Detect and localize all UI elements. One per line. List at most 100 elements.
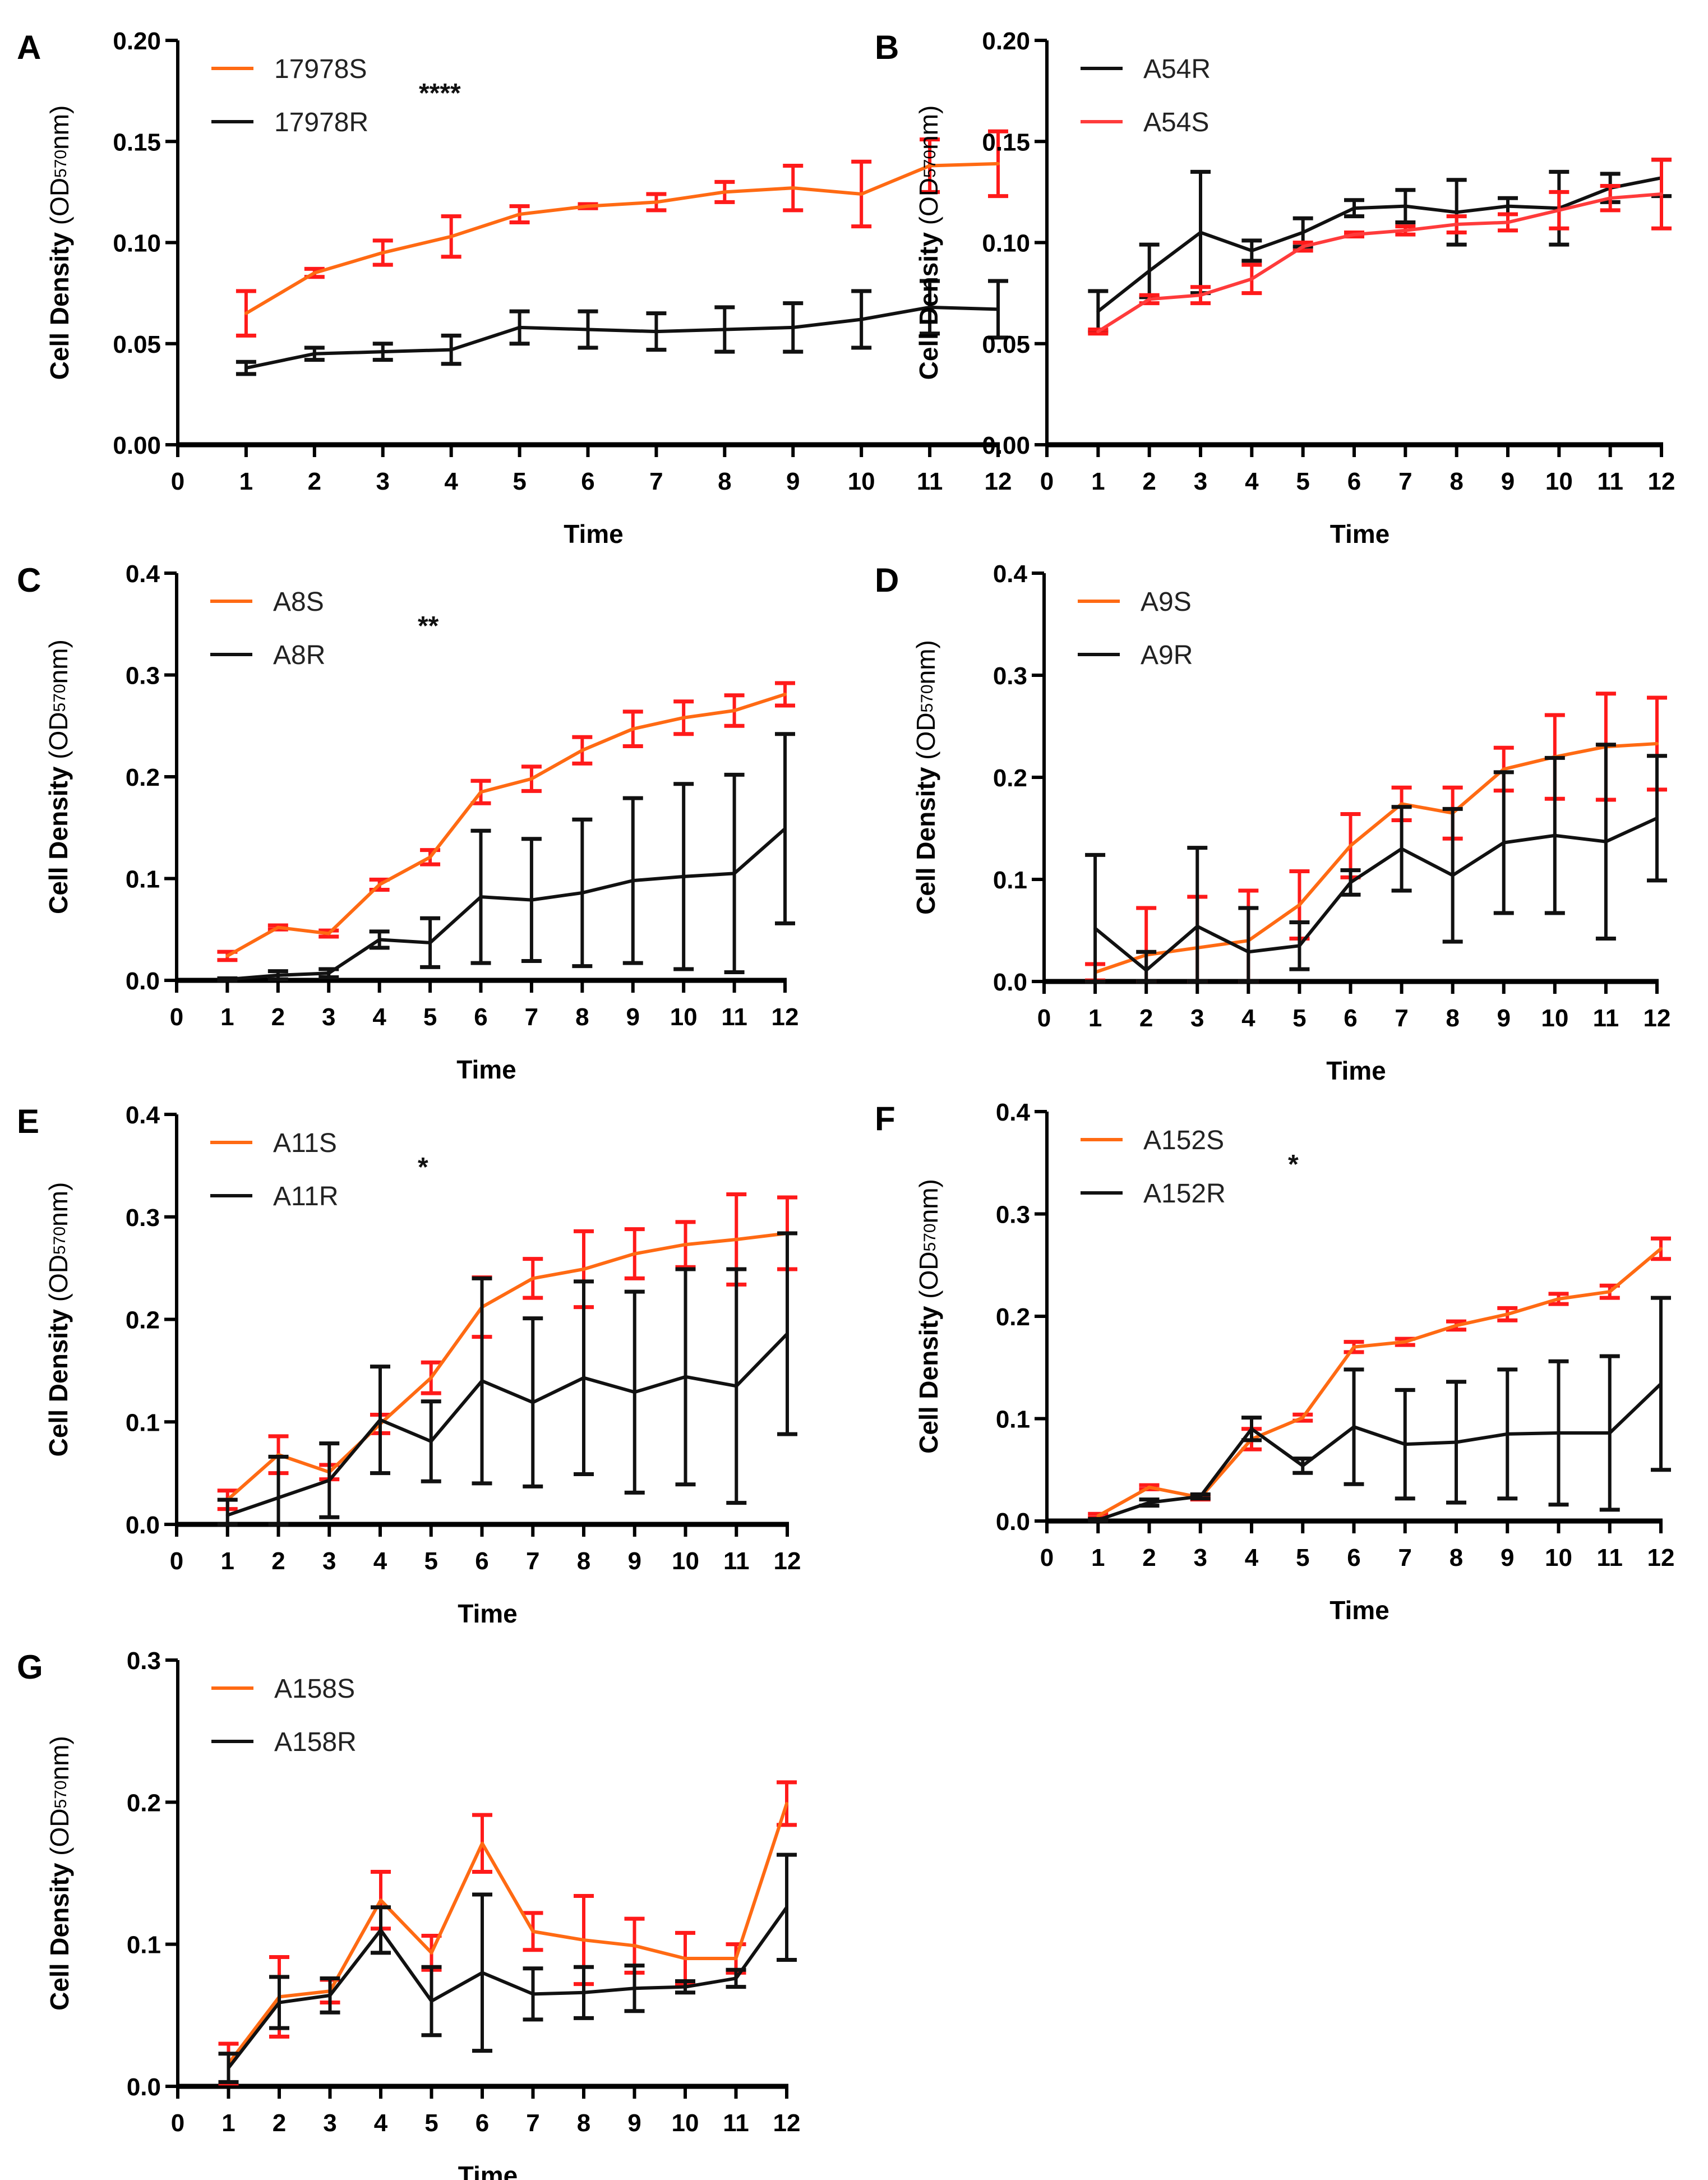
error-bar	[1085, 852, 1106, 984]
data-point	[529, 777, 533, 781]
data-point	[481, 1841, 484, 1845]
x-tick-label: 12	[1644, 1004, 1671, 1032]
series-line	[1097, 176, 1662, 313]
data-point	[1349, 881, 1352, 884]
data-point	[633, 1944, 636, 1948]
x-tick-label: 6	[1344, 1004, 1357, 1032]
data-point	[1455, 223, 1458, 227]
x-tick-label: 11	[723, 1547, 750, 1575]
data-point	[225, 1513, 229, 1517]
data-point	[1147, 297, 1151, 301]
data-point	[1557, 1431, 1561, 1435]
y-axis-unit-suffix: nm)	[44, 1182, 73, 1227]
data-point	[518, 325, 521, 329]
x-axis-title: Time	[1330, 519, 1390, 549]
y-tick-label: 0.00	[982, 432, 1030, 459]
y-tick-label: 0.4	[126, 560, 160, 588]
data-point	[654, 330, 658, 334]
y-axis-title-main: Cell Density	[44, 759, 73, 914]
y-axis-unit-sub: 570	[918, 684, 936, 712]
data-point	[682, 874, 686, 878]
y-tick-label: 0.2	[126, 764, 160, 791]
panel-C: C0.00.10.20.30.40 1 2 3 4 5 6 7 8 9 10 11 12TimeCell…	[17, 560, 798, 1084]
x-tick-label: 1	[221, 1547, 234, 1575]
data-point	[785, 1801, 788, 1805]
data-point	[378, 1418, 382, 1422]
y-tick-label: 0.3	[993, 662, 1027, 690]
data-point	[276, 925, 280, 929]
panel-E: E0.00.10.20.30.40 1 2 3 4 5 6 7 8 9 10 11 12TimeCell…	[17, 1101, 801, 1628]
legend-label: 17978S	[274, 54, 367, 84]
data-point	[582, 1376, 585, 1380]
data-point	[1144, 968, 1148, 972]
data-point	[682, 716, 686, 720]
x-tick-label: 4	[444, 468, 458, 495]
x-tick-label: 2	[1142, 468, 1156, 495]
x-tick-label: 3	[1194, 1544, 1207, 1571]
y-axis-title-main: Cell Density	[911, 760, 940, 915]
data-point	[531, 1400, 535, 1404]
series-line	[227, 827, 786, 981]
x-tick-label: 0	[1037, 1004, 1051, 1032]
y-tick-label: 0.10	[982, 230, 1030, 257]
data-point	[996, 162, 1000, 165]
x-tick-label: 5	[424, 2109, 438, 2137]
x-tick-label: 11	[1596, 1544, 1623, 1571]
data-point	[244, 311, 248, 315]
data-point	[723, 328, 727, 331]
x-tick-label: 9	[1497, 1004, 1511, 1032]
x-tick-label: 10	[670, 1003, 698, 1031]
y-tick-label: 0.1	[126, 1409, 160, 1436]
y-axis-unit-prefix: (OD	[914, 178, 943, 225]
x-tick-label: 0	[171, 468, 184, 495]
data-point	[381, 251, 385, 255]
data-point	[586, 204, 590, 208]
series-line	[226, 1232, 788, 1501]
data-point	[1195, 924, 1199, 928]
data-point	[1404, 228, 1407, 232]
series-line	[226, 693, 786, 958]
data-point	[327, 1478, 331, 1482]
data-point	[449, 348, 453, 352]
y-axis-unit-suffix: nm)	[914, 1179, 943, 1223]
panel-B: B0.000.050.100.150.200 1 2 3 4 5 6 7 8 9 10 11 12Tim…	[875, 27, 1675, 549]
y-axis-title: Cell Density (OD570nm)	[45, 105, 74, 380]
y-axis-unit-sub: 570	[50, 684, 69, 712]
y-axis-unit-suffix: nm)	[45, 1736, 74, 1780]
y-tick-label: 0.0	[127, 2073, 161, 2101]
y-tick-label: 0.00	[113, 432, 161, 459]
y-tick-label: 0.05	[982, 331, 1030, 358]
x-axis-title: Time	[1326, 1056, 1386, 1085]
y-tick-label: 0.3	[126, 662, 160, 690]
x-tick-label: 6	[474, 1003, 487, 1031]
legend-label: A8S	[273, 587, 324, 617]
data-point	[633, 1252, 636, 1256]
x-tick-label: 11	[1593, 1004, 1619, 1032]
y-axis-unit-prefix: (OD	[44, 712, 73, 759]
x-tick-label: 5	[1292, 1004, 1306, 1032]
y-tick-label: 0.3	[126, 1204, 160, 1232]
x-tick-label: 3	[322, 1003, 335, 1031]
x-tick-label: 3	[323, 2109, 336, 2137]
x-tick-label: 11	[723, 2109, 749, 2137]
x-axis-title: Time	[564, 519, 624, 549]
y-axis-title: Cell Density (OD570nm)	[44, 1182, 73, 1457]
legend-label: A54S	[1143, 108, 1209, 137]
x-tick-label: 11	[721, 1003, 747, 1031]
error-bar	[1136, 950, 1157, 984]
x-tick-label: 2	[1142, 1544, 1156, 1571]
data-point	[531, 1929, 535, 1933]
y-axis-unit-sub: 570	[52, 1780, 70, 1808]
data-point	[479, 895, 483, 899]
data-point	[1608, 196, 1612, 200]
y-tick-label: 0.0	[126, 967, 160, 995]
x-tick-label: 6	[1347, 468, 1361, 495]
legend-label: A11S	[273, 1128, 337, 1158]
series-line	[1097, 1382, 1663, 1522]
series-line	[1095, 741, 1658, 974]
x-tick-label: 9	[626, 1003, 640, 1031]
data-point	[1199, 293, 1202, 297]
x-tick-label: 2	[271, 1003, 285, 1031]
series-A152R	[1088, 1296, 1671, 1523]
data-point	[276, 1496, 280, 1500]
